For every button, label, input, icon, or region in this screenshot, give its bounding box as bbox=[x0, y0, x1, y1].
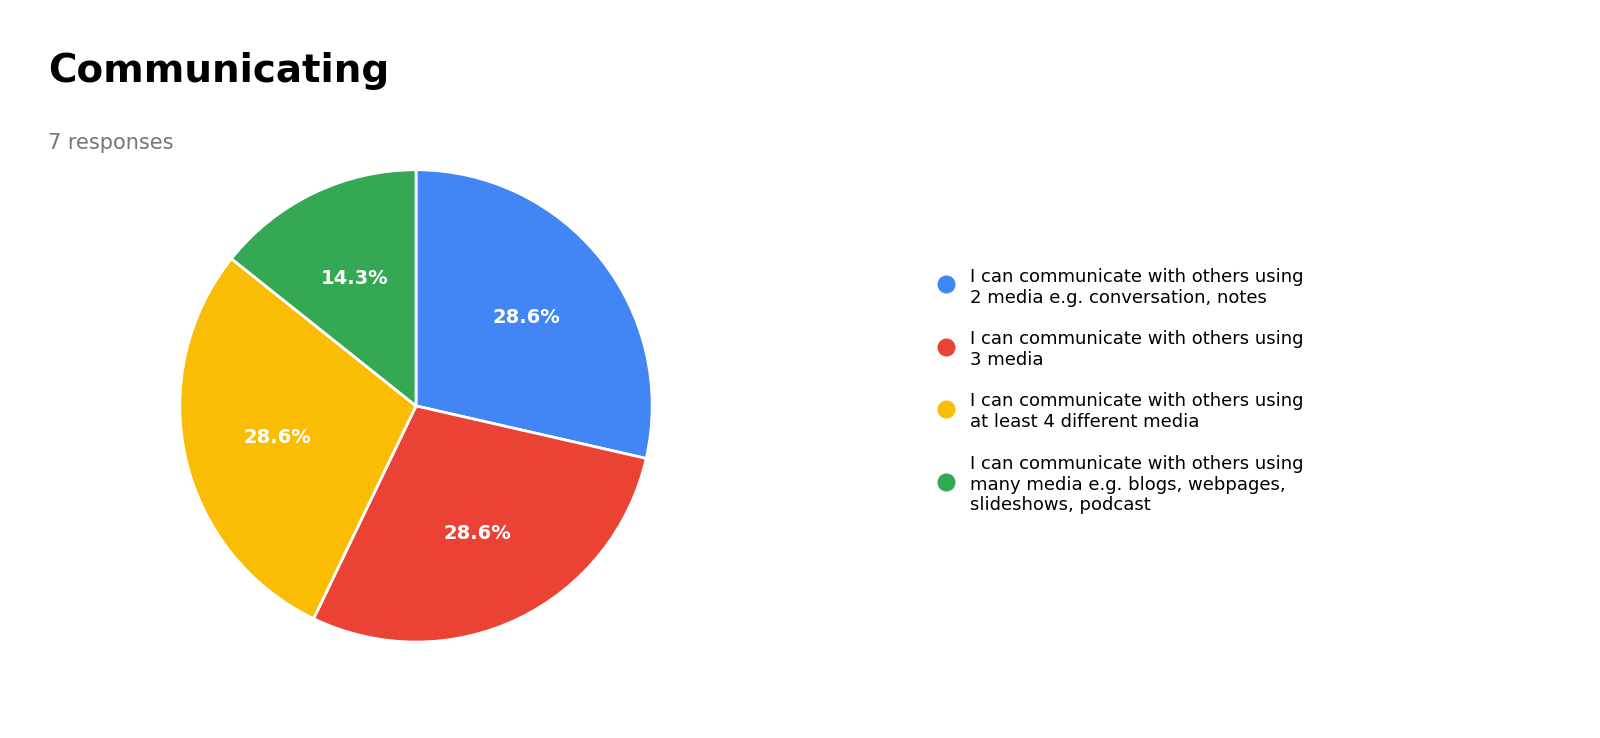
Legend: I can communicate with others using
2 media e.g. conversation, notes, I can comm: I can communicate with others using 2 me… bbox=[938, 268, 1302, 514]
Text: 7 responses: 7 responses bbox=[48, 133, 173, 153]
Text: Communicating: Communicating bbox=[48, 52, 389, 89]
Text: 14.3%: 14.3% bbox=[320, 269, 389, 288]
Wedge shape bbox=[314, 406, 646, 642]
Wedge shape bbox=[416, 170, 653, 458]
Text: 28.6%: 28.6% bbox=[443, 524, 512, 543]
Wedge shape bbox=[232, 170, 416, 406]
Wedge shape bbox=[179, 258, 416, 618]
Text: 28.6%: 28.6% bbox=[493, 308, 560, 327]
Text: 28.6%: 28.6% bbox=[243, 428, 312, 447]
